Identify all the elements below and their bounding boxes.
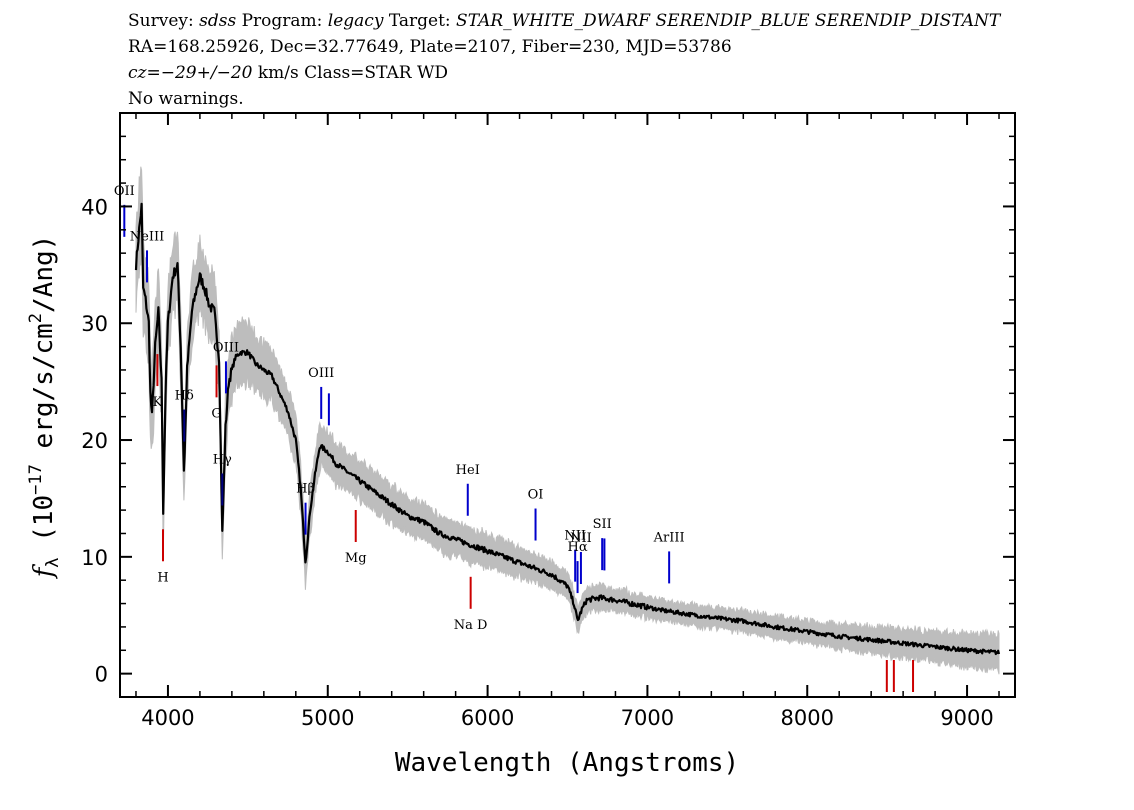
x-axis-label: Wavelength (Angstroms) xyxy=(395,748,739,778)
cz-label: cz xyxy=(128,63,147,83)
target-label: Target: xyxy=(388,11,451,31)
survey-label: Survey: xyxy=(128,11,194,31)
error-band-layer xyxy=(135,166,1000,675)
cz-separator: = xyxy=(146,63,161,83)
absorption-line-label-4: Na D xyxy=(454,618,488,633)
header-line-survey: Survey: sdss Program: legacy Target: STA… xyxy=(128,10,1000,32)
absorption-line-label-0: K xyxy=(153,395,163,410)
emission-line-label-2: Hδ xyxy=(175,389,194,404)
emission-line-label-1: NeIII xyxy=(130,229,164,244)
y-axis-units-suffix: /Ang) xyxy=(29,235,59,313)
axes-layer: 4000 5000 6000 7000 8000 9000 0 10 20 30 40 xyxy=(81,112,1016,730)
y-axis-squared: 2 xyxy=(26,313,46,323)
x-tick-label-5: 9000 xyxy=(940,706,993,730)
emission-line-label-8: HeI xyxy=(456,463,480,478)
emission-line-label-4: OIII xyxy=(213,340,239,355)
header-line-warnings: No warnings. xyxy=(128,89,244,109)
survey-value: sdss xyxy=(199,11,237,31)
emission-line-label-11: Hα xyxy=(568,540,588,555)
target-value: STAR_WHITE_DWARF SERENDIP_BLUE SERENDIP_… xyxy=(456,11,1001,31)
emission-line-label-12: NII xyxy=(570,531,592,546)
x-tick-label-3: 7000 xyxy=(621,706,674,730)
absorption-line-label-3: Mg xyxy=(345,551,367,566)
y-tick-label-2: 20 xyxy=(81,429,108,453)
header-line-coordinates: RA=168.25926, Dec=32.77649, Plate=2107, … xyxy=(128,37,732,57)
svg-text:fλ (10−17 erg/s/cm2/Ang): fλ (10−17 erg/s/cm2/Ang) xyxy=(26,235,63,580)
emission-line-label-3: Hγ xyxy=(213,452,232,467)
y-tick-label-1: 10 xyxy=(81,546,108,570)
emission-line-label-0: OII xyxy=(114,184,135,199)
plot-frame xyxy=(119,112,1016,698)
flux-line xyxy=(134,202,1001,656)
y-axis-subscript: λ xyxy=(43,557,63,567)
cz-class: km/s Class=STAR WD xyxy=(252,63,449,83)
y-tick-label-4: 40 xyxy=(81,195,108,219)
y-tick-label-3: 30 xyxy=(81,312,108,336)
x-tick-label-1: 5000 xyxy=(301,706,354,730)
cz-value: −29+/−20 xyxy=(160,63,253,83)
absorption-line-label-2: G xyxy=(211,406,221,421)
y-tick-label-0: 0 xyxy=(95,663,108,687)
emission-line-label-9: OI xyxy=(528,488,544,503)
flux-layer xyxy=(134,202,1001,656)
error-band xyxy=(135,166,1000,675)
x-tick-label-2: 6000 xyxy=(461,706,514,730)
emission-line-label-5: Hβ xyxy=(296,482,315,497)
header-line-redshift: cz=−29+/−20 km/s Class=STAR WD xyxy=(128,62,448,84)
x-tick-label-0: 4000 xyxy=(141,706,194,730)
y-axis-exponent: −17 xyxy=(26,464,46,495)
y-axis-label: fλ (10−17 erg/s/cm2/Ang) xyxy=(26,235,63,580)
emission-line-label-15: ArIII xyxy=(653,530,685,545)
absorption-line-label-1: H xyxy=(157,570,168,585)
emission-line-label-10: NII xyxy=(564,529,586,544)
x-tick-label-4: 8000 xyxy=(781,706,834,730)
spectral-lines-layer: OIINeIIIHδHγOIIIHβOIIIHeIOINIIHαNIISIIAr… xyxy=(114,184,915,692)
emission-line-label-13: SII xyxy=(593,517,612,532)
program-value: legacy xyxy=(327,11,384,31)
program-label: Program: xyxy=(241,11,323,31)
y-axis-units-prefix: (10 xyxy=(29,495,59,558)
y-axis-units-middle: erg/s/cm xyxy=(29,323,59,464)
emission-line-label-6: OIII xyxy=(308,366,334,381)
